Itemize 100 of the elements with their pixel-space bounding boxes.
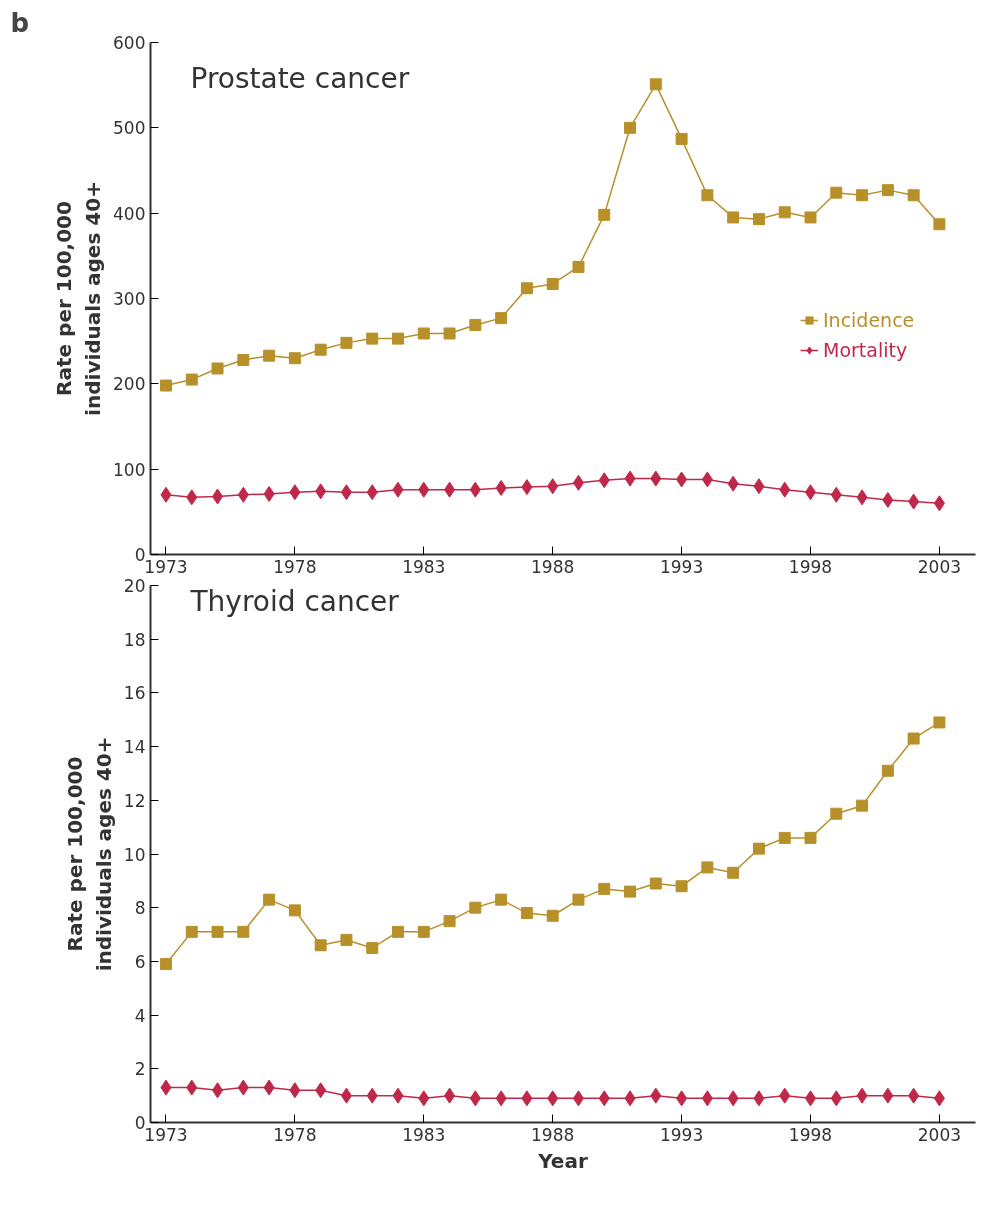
point xyxy=(159,379,172,392)
point xyxy=(675,880,688,893)
point xyxy=(572,893,585,906)
point xyxy=(778,831,791,844)
point xyxy=(186,489,198,506)
point xyxy=(598,1090,610,1107)
y-tick-label: 6 xyxy=(134,951,146,972)
point xyxy=(211,925,224,938)
point xyxy=(933,1090,945,1107)
point xyxy=(649,877,662,890)
point xyxy=(804,831,817,844)
point xyxy=(444,1087,456,1104)
x-tick-label: 2003 xyxy=(917,556,962,577)
point xyxy=(185,925,198,938)
point xyxy=(366,941,379,954)
point xyxy=(237,353,250,366)
x-tick-label: 1988 xyxy=(531,1124,575,1145)
text: b xyxy=(10,7,30,38)
point xyxy=(469,481,481,498)
point xyxy=(701,189,714,202)
x-axis-title: Year xyxy=(537,1148,588,1173)
point xyxy=(314,343,327,356)
y-tick-label: 8 xyxy=(134,898,146,919)
y-tick-label: 18 xyxy=(123,629,146,650)
legend-label: Incidence xyxy=(823,309,915,332)
point xyxy=(546,277,559,290)
point xyxy=(340,933,353,946)
point xyxy=(392,1087,404,1104)
point xyxy=(392,481,404,498)
point xyxy=(289,484,301,501)
point xyxy=(315,483,327,500)
point xyxy=(907,732,920,745)
point xyxy=(727,1090,739,1107)
point xyxy=(495,479,507,496)
point xyxy=(778,206,791,219)
point xyxy=(418,1090,430,1107)
point xyxy=(237,1079,249,1096)
y-tick-label: 16 xyxy=(123,683,146,704)
point xyxy=(521,479,533,496)
x-tick-label: 1993 xyxy=(659,556,704,577)
y-tick-label: 0 xyxy=(134,1113,146,1133)
point xyxy=(881,184,894,197)
point xyxy=(676,1090,688,1107)
point xyxy=(676,471,688,488)
y-tick-label: 12 xyxy=(123,790,146,811)
point xyxy=(933,218,946,231)
point xyxy=(933,716,946,729)
point xyxy=(212,488,224,505)
point xyxy=(752,213,765,226)
point xyxy=(520,907,533,920)
point xyxy=(882,1087,894,1104)
point xyxy=(804,211,817,224)
point xyxy=(444,481,456,498)
y-tick-label: 2 xyxy=(134,1059,146,1080)
y-tick-label: 14 xyxy=(123,737,146,758)
point xyxy=(830,186,843,199)
y-axis-title: Rate per 100,000 individuals ages 40+ xyxy=(52,181,106,416)
y-tick-label: 600 xyxy=(113,33,146,53)
point xyxy=(701,861,714,874)
point xyxy=(520,282,533,295)
x-tick-label: 1978 xyxy=(273,556,317,577)
point xyxy=(340,1087,352,1104)
point xyxy=(933,495,945,512)
point xyxy=(856,1087,868,1104)
chart-title: Thyroid cancer xyxy=(189,584,400,618)
point xyxy=(469,1090,481,1107)
point xyxy=(779,481,791,498)
x-tick-label: 1973 xyxy=(144,1124,188,1145)
x-tick-label: 1998 xyxy=(788,556,833,577)
point xyxy=(856,489,868,506)
point xyxy=(263,1079,275,1096)
point xyxy=(366,1087,378,1104)
point xyxy=(288,904,301,917)
point xyxy=(366,332,379,345)
point xyxy=(753,478,765,495)
point xyxy=(314,939,327,952)
x-tick-label: 1983 xyxy=(402,1124,446,1145)
point xyxy=(572,1090,584,1107)
point xyxy=(159,958,172,971)
point xyxy=(572,260,585,273)
point xyxy=(288,352,301,365)
point xyxy=(727,866,740,879)
x-tick-label: 1998 xyxy=(788,1124,833,1145)
point xyxy=(675,132,688,145)
point xyxy=(418,481,430,498)
point xyxy=(752,842,765,855)
point xyxy=(907,189,920,202)
point xyxy=(495,312,508,325)
point xyxy=(753,1090,765,1107)
y-tick-label: 200 xyxy=(113,374,146,395)
y-tick-label: 0 xyxy=(134,545,146,565)
point xyxy=(701,471,713,488)
y-tick-label: 20 xyxy=(123,576,146,596)
point xyxy=(779,1087,791,1104)
legend-label: Mortality xyxy=(823,339,908,362)
point xyxy=(417,925,430,938)
point xyxy=(701,1090,713,1107)
y-tick-label: 300 xyxy=(113,289,146,309)
point xyxy=(547,478,559,495)
point xyxy=(495,893,508,906)
